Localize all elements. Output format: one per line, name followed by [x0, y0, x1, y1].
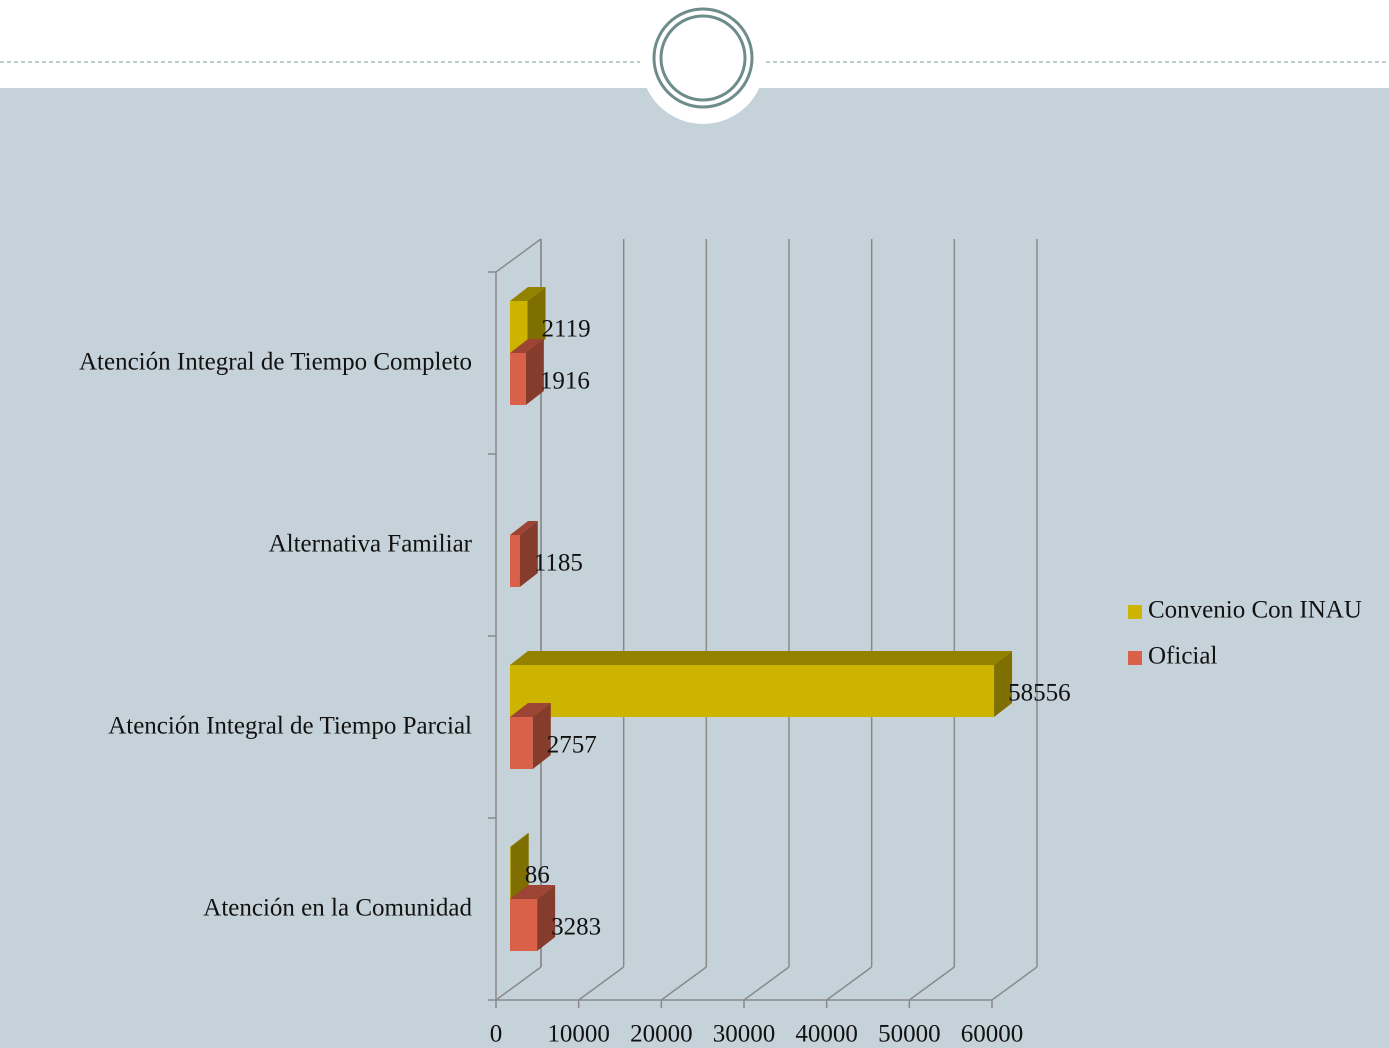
- medallion-ring: [659, 14, 747, 102]
- floor-line: [991, 966, 1038, 1001]
- legend-swatch: [1128, 605, 1142, 619]
- y-tick-label: Atención en la Comunidad: [203, 895, 472, 922]
- bar-side: [532, 703, 551, 769]
- bar-top: [510, 651, 1013, 665]
- bar: [510, 665, 995, 717]
- legend-swatch: [1128, 651, 1142, 665]
- value-label: 1916: [540, 368, 590, 395]
- floor-line: [660, 966, 707, 1001]
- value-label: 86: [525, 862, 550, 889]
- floor-line: [908, 966, 955, 1001]
- bar-top: [510, 521, 538, 535]
- bar-side: [537, 885, 556, 951]
- bar: [510, 847, 511, 899]
- bar-top: [510, 339, 544, 353]
- x-tick-label: 30000: [713, 1021, 776, 1048]
- x-tick-label: 10000: [547, 1021, 610, 1048]
- body-band: [0, 88, 1389, 1048]
- x-tick-label: 20000: [630, 1021, 693, 1048]
- bar: [510, 301, 528, 353]
- legend-label: Oficial: [1148, 643, 1217, 670]
- axis-line: [495, 238, 542, 273]
- value-label: 2757: [547, 732, 597, 759]
- bar-side: [527, 287, 546, 353]
- floor-line: [743, 966, 790, 1001]
- x-tick-label: 40000: [795, 1021, 858, 1048]
- medallion-ring: [652, 7, 754, 109]
- floor-line: [826, 966, 873, 1001]
- y-tick-label: Atención Integral de Tiempo Parcial: [108, 713, 472, 740]
- bar: [510, 353, 526, 405]
- value-label: 2119: [542, 316, 591, 343]
- x-tick-label: 0: [490, 1021, 503, 1048]
- value-label: 1185: [534, 550, 583, 577]
- value-label: 58556: [1008, 680, 1071, 707]
- bar-top: [510, 833, 529, 847]
- bar: [510, 717, 533, 769]
- bar: [510, 899, 538, 951]
- x-tick-label: 60000: [961, 1021, 1024, 1048]
- bar-side: [994, 651, 1013, 717]
- bar-side: [510, 833, 529, 899]
- y-tick-label: Alternativa Familiar: [269, 531, 473, 558]
- x-tick-label: 50000: [878, 1021, 941, 1048]
- y-tick-label: Atención Integral de Tiempo Completo: [79, 349, 472, 376]
- bar-side: [519, 521, 538, 587]
- bar: [510, 535, 520, 587]
- header-medallion: [641, 0, 765, 124]
- bar-top: [510, 885, 556, 899]
- bar-top: [510, 703, 551, 717]
- bar-top: [510, 287, 546, 301]
- floor-line: [578, 966, 625, 1001]
- legend-label: Convenio Con INAU: [1148, 597, 1362, 624]
- bar-side: [525, 339, 544, 405]
- value-label: 3283: [551, 914, 601, 941]
- floor-line: [495, 966, 542, 1001]
